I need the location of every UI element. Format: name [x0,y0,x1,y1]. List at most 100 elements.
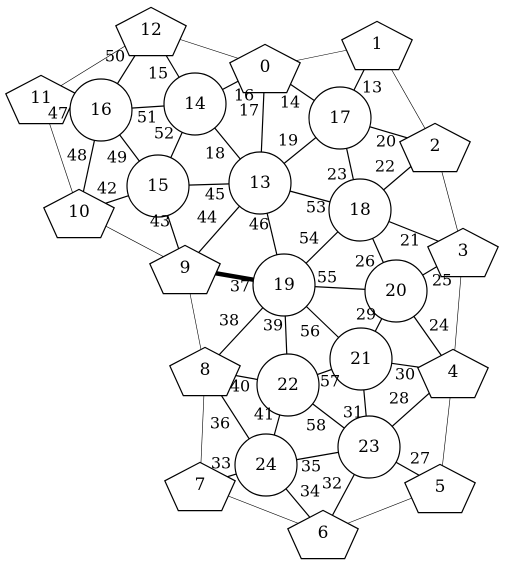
circle-node-shape [234,433,298,497]
edge-label: 16 [234,86,254,105]
edge-label: 42 [97,179,117,198]
edge-label: 35 [301,457,321,476]
node-label: 23 [358,437,380,457]
node-label: 9 [180,258,191,278]
node-24: 24 [234,433,298,497]
edge-label: 51 [137,108,157,127]
edge-label: 55 [317,268,337,287]
edge-label: 40 [230,377,250,396]
edge-label: 54 [299,229,319,248]
edge-label: 45 [205,185,225,204]
edge-label: 28 [389,389,409,408]
edge-label: 38 [219,311,239,330]
node-20: 20 [364,259,428,323]
node-label: 22 [277,375,299,395]
node-label: 15 [147,176,169,196]
node-17: 17 [308,86,372,150]
node-label: 0 [260,57,271,77]
edge-label: 48 [67,146,87,165]
circle-node-shape [228,151,292,215]
edge-label: 43 [150,212,170,231]
edge-label: 22 [375,157,395,176]
edge-label: 41 [254,405,274,424]
edge-label: 53 [306,198,326,217]
node-23: 23 [337,415,401,479]
circle-node-shape [163,72,227,136]
node-5: 5 [404,463,476,514]
pentagon-node-shape [417,348,489,399]
node-16: 16 [69,78,133,142]
edge-label: 15 [148,64,168,83]
node-label: 7 [195,475,206,495]
node-label: 20 [385,281,407,301]
node-label: 11 [30,88,52,108]
node-10: 10 [43,188,115,239]
edge-label: 32 [322,474,342,493]
node-label: 19 [273,275,295,295]
edge-label: 13 [362,78,382,97]
node-label: 2 [430,136,441,156]
edge-label: 24 [429,316,449,335]
node-19: 19 [252,253,316,317]
node-label: 6 [318,523,329,543]
pentagon-node-shape [149,244,221,295]
edge-label: 44 [197,208,217,227]
edge-label: 20 [376,132,396,151]
node-label: 21 [350,349,372,369]
node-21: 21 [329,327,393,391]
circle-node-shape [364,259,428,323]
node-label: 3 [458,241,469,261]
edge-label: 57 [320,372,340,391]
circle-node-shape [337,415,401,479]
edge-label: 36 [210,414,230,433]
node-label: 18 [349,200,371,220]
node-label: 16 [90,100,112,120]
edge-label: 46 [249,215,269,234]
pentagon-node-shape [43,188,115,239]
circle-node-shape [126,154,190,218]
pentagon-node-shape [229,43,301,94]
edge-label: 33 [211,454,231,473]
node-4: 4 [417,348,489,399]
node-2: 2 [399,122,471,173]
edge-label: 50 [105,47,125,66]
node-label: 8 [200,360,211,380]
edge-label: 37 [230,277,250,296]
pentagon-node-shape [287,509,359,560]
node-label: 5 [435,477,446,497]
node-8: 8 [169,346,241,397]
node-15: 15 [126,154,190,218]
edge-label: 52 [154,124,174,143]
pentagon-node-shape [164,461,236,512]
edge-label: 34 [300,482,320,501]
edge-label: 26 [355,252,375,271]
pentagon-node-shape [115,6,187,57]
node-14: 14 [163,72,227,136]
circle-node-shape [256,353,320,417]
edge-label: 39 [263,316,283,335]
edge-label: 56 [300,322,320,341]
edge-label: 17 [239,101,259,120]
circle-node-shape [69,78,133,142]
node-label: 24 [255,455,277,475]
node-18: 18 [328,178,392,242]
node-label: 4 [448,362,459,382]
circle-node-shape [328,178,392,242]
node-13: 13 [228,151,292,215]
node-label: 12 [140,20,162,40]
edge-label: 47 [48,104,68,123]
node-7: 7 [164,461,236,512]
node-label: 1 [372,34,383,54]
pentagon-node-shape [399,122,471,173]
edge-label: 58 [306,416,326,435]
pentagon-node-shape [427,227,499,278]
node-label: 10 [68,202,90,222]
edge-label: 23 [327,165,347,184]
node-9: 9 [149,244,221,295]
node-6: 6 [287,509,359,560]
pentagon-node-shape [5,74,77,125]
edge-label: 14 [280,93,300,112]
